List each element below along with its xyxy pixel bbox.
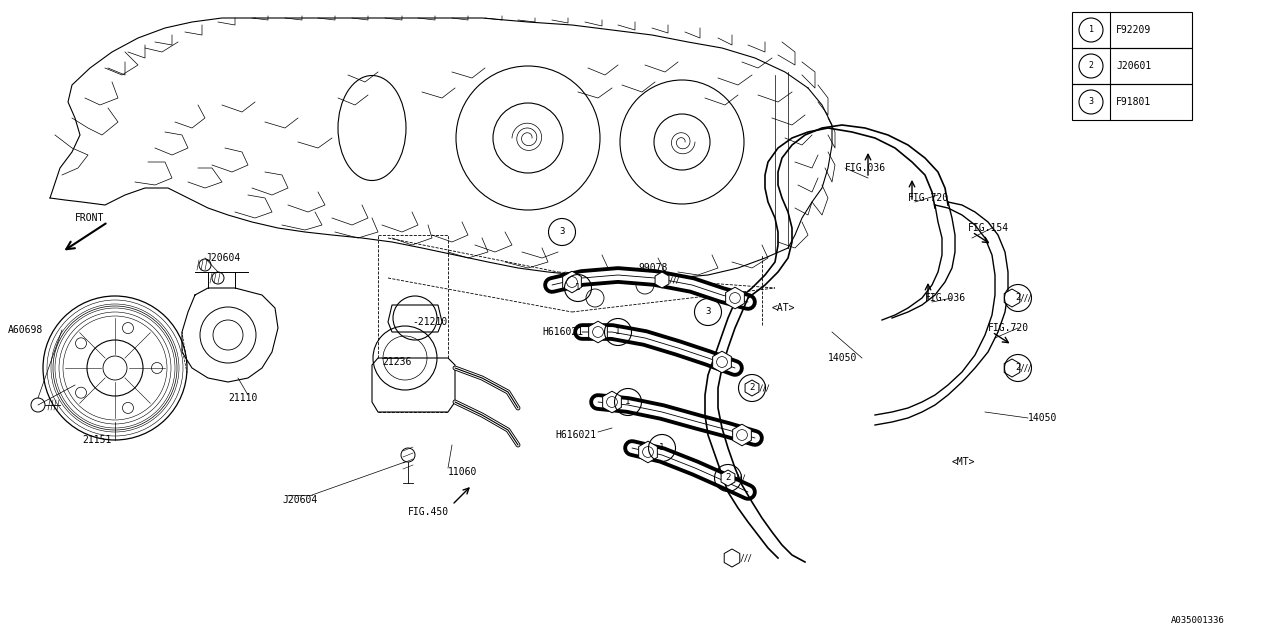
Text: 1: 1 [575,284,581,292]
Text: 1: 1 [1088,26,1093,35]
Text: 1: 1 [626,397,631,406]
Text: 3: 3 [705,307,710,317]
Text: 1: 1 [616,328,621,337]
Text: FIG.450: FIG.450 [408,507,449,517]
Text: J20604: J20604 [282,495,317,505]
Text: 14050: 14050 [1028,413,1057,423]
Text: FIG.036: FIG.036 [845,163,886,173]
Polygon shape [589,321,607,343]
Text: 2: 2 [726,474,731,483]
Text: 2: 2 [1015,364,1020,372]
Text: A60698: A60698 [8,325,44,335]
Polygon shape [732,424,751,446]
Polygon shape [713,351,731,372]
Text: 3: 3 [1088,97,1093,106]
Polygon shape [745,380,759,396]
Text: H616021: H616021 [541,327,584,337]
Bar [1073,84,1192,120]
Polygon shape [563,271,581,293]
Polygon shape [726,287,745,309]
Text: 1: 1 [659,444,664,452]
Text: 11060: 11060 [448,467,477,477]
Text: <MT>: <MT> [952,457,975,467]
Text: 2: 2 [749,383,755,392]
Text: 2: 2 [1088,61,1093,70]
Text: FIG.154: FIG.154 [968,223,1009,233]
Text: FIG.720: FIG.720 [988,323,1029,333]
Text: J20604: J20604 [205,253,241,263]
Text: 21151: 21151 [82,435,111,445]
Text: FRONT: FRONT [76,213,105,223]
Text: F91801: F91801 [1116,97,1151,107]
Polygon shape [1005,359,1020,377]
Bar [1073,12,1192,48]
Polygon shape [724,549,740,567]
Text: 14050: 14050 [828,353,858,363]
Text: FIG.720: FIG.720 [908,193,950,203]
Text: <AT>: <AT> [772,303,795,313]
Text: 99078: 99078 [637,263,667,273]
Text: 21110: 21110 [228,393,257,403]
Polygon shape [639,441,658,463]
Polygon shape [721,470,735,486]
Polygon shape [655,272,669,288]
Text: 2: 2 [1015,294,1020,303]
Polygon shape [603,391,621,413]
Text: H616021: H616021 [556,430,596,440]
Text: J20601: J20601 [1116,61,1151,71]
Text: 3: 3 [559,227,564,237]
Text: A035001336: A035001336 [1171,616,1225,625]
Bar [1073,48,1192,84]
Polygon shape [1005,289,1020,307]
Text: F92209: F92209 [1116,25,1151,35]
Text: -21210: -21210 [412,317,447,327]
Text: FIG.036: FIG.036 [925,293,966,303]
Text: 21236: 21236 [381,357,411,367]
